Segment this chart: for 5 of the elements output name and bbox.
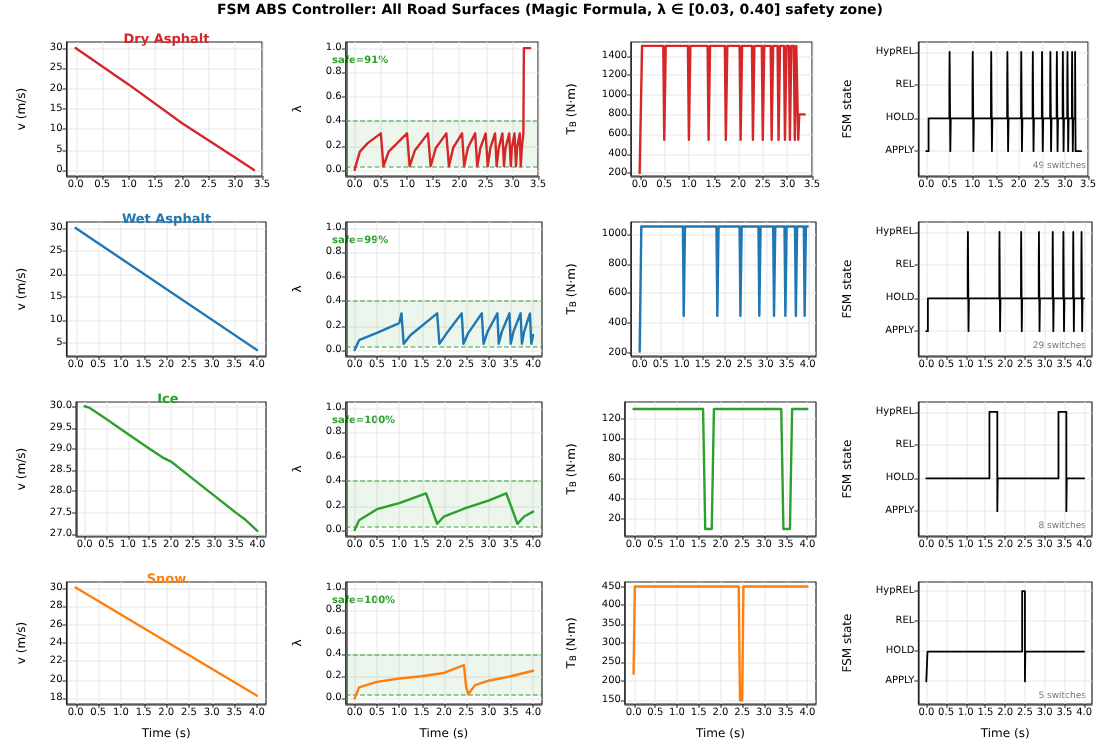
line-series [83,405,259,533]
line-series [352,312,534,352]
line-series [352,663,534,700]
line-series [74,46,256,172]
line-series [352,492,534,532]
